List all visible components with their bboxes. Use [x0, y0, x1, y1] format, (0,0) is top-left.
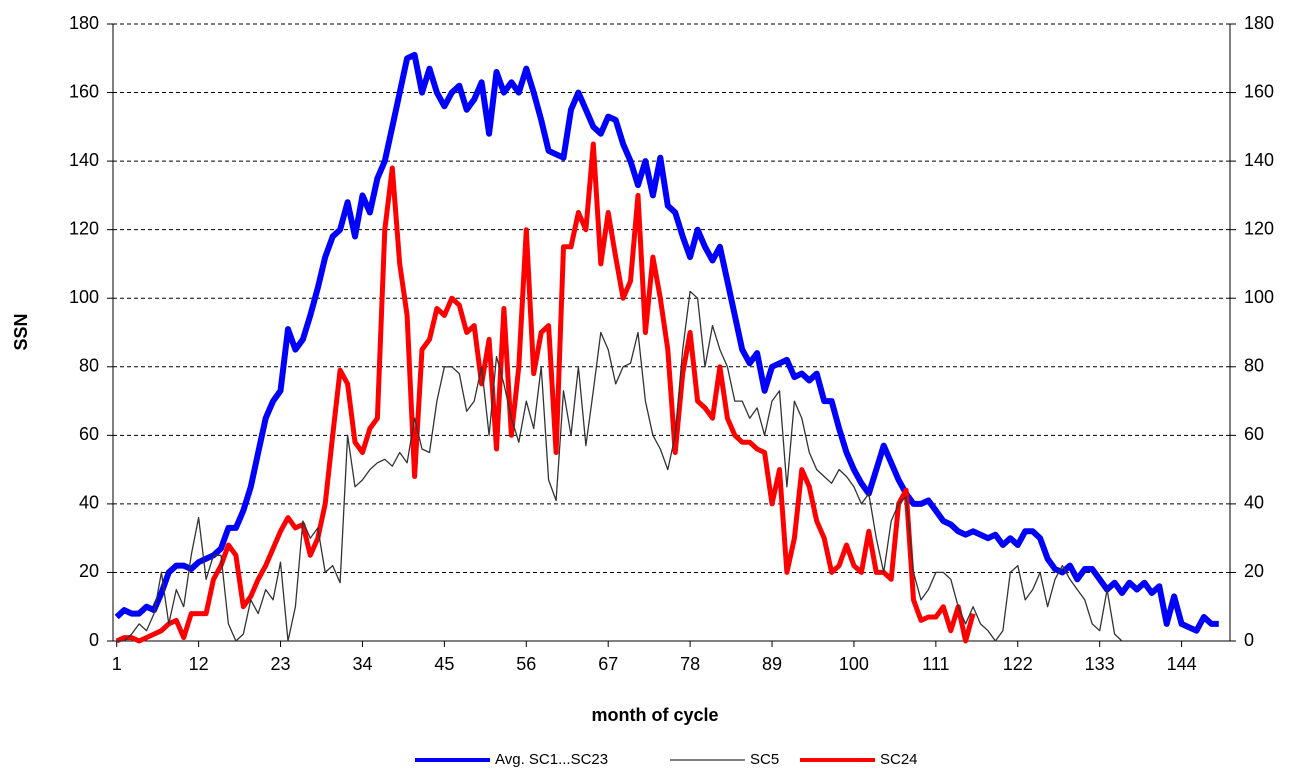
y2-tick-label: 0: [1244, 630, 1254, 650]
x-tick-label: 34: [352, 654, 372, 674]
x-tick-label: 56: [516, 654, 536, 674]
y2-tick-label: 160: [1244, 81, 1274, 101]
x-tick-label: 89: [762, 654, 782, 674]
legend-label: SC5: [750, 751, 779, 768]
y-tick-label: 60: [79, 424, 99, 444]
y2-tick-label: 120: [1244, 218, 1274, 238]
y-tick-label: 120: [69, 218, 99, 238]
x-axis-label: month of cycle: [591, 705, 718, 725]
y-tick-label: 40: [79, 493, 99, 513]
y-tick-label: 180: [69, 13, 99, 33]
series-line: [114, 51, 1219, 634]
y-axis-label: SSN: [11, 313, 31, 350]
y-tick-label: 20: [79, 561, 99, 581]
x-tick-label: 122: [1003, 654, 1033, 674]
x-tick-label: 100: [839, 654, 869, 674]
x-tick-label: 133: [1085, 654, 1115, 674]
y-tick-label: 0: [89, 630, 99, 650]
series-line: [115, 141, 976, 644]
series-line: [116, 290, 1130, 642]
y2-tick-label: 140: [1244, 150, 1274, 170]
x-tick-label: 23: [271, 654, 291, 674]
legend-label: Avg. SC1...SC23: [495, 751, 608, 768]
y-tick-label: 160: [69, 81, 99, 101]
x-tick-label: 1: [112, 654, 122, 674]
y2-tick-label: 180: [1244, 13, 1274, 33]
y2-tick-label: 20: [1244, 561, 1264, 581]
legend-label: SC24: [880, 751, 918, 768]
y2-tick-label: 100: [1244, 287, 1274, 307]
y2-tick-label: 40: [1244, 493, 1264, 513]
x-tick-label: 67: [598, 654, 618, 674]
y-tick-label: 80: [79, 356, 99, 376]
x-tick-label: 45: [434, 654, 454, 674]
y2-tick-label: 80: [1244, 356, 1264, 376]
y-tick-label: 100: [69, 287, 99, 307]
x-tick-label: 78: [680, 654, 700, 674]
y-tick-label: 140: [69, 150, 99, 170]
x-tick-label: 111: [922, 654, 949, 674]
y2-tick-label: 60: [1244, 424, 1264, 444]
x-tick-label: 144: [1167, 654, 1197, 674]
x-tick-label: 12: [189, 654, 209, 674]
